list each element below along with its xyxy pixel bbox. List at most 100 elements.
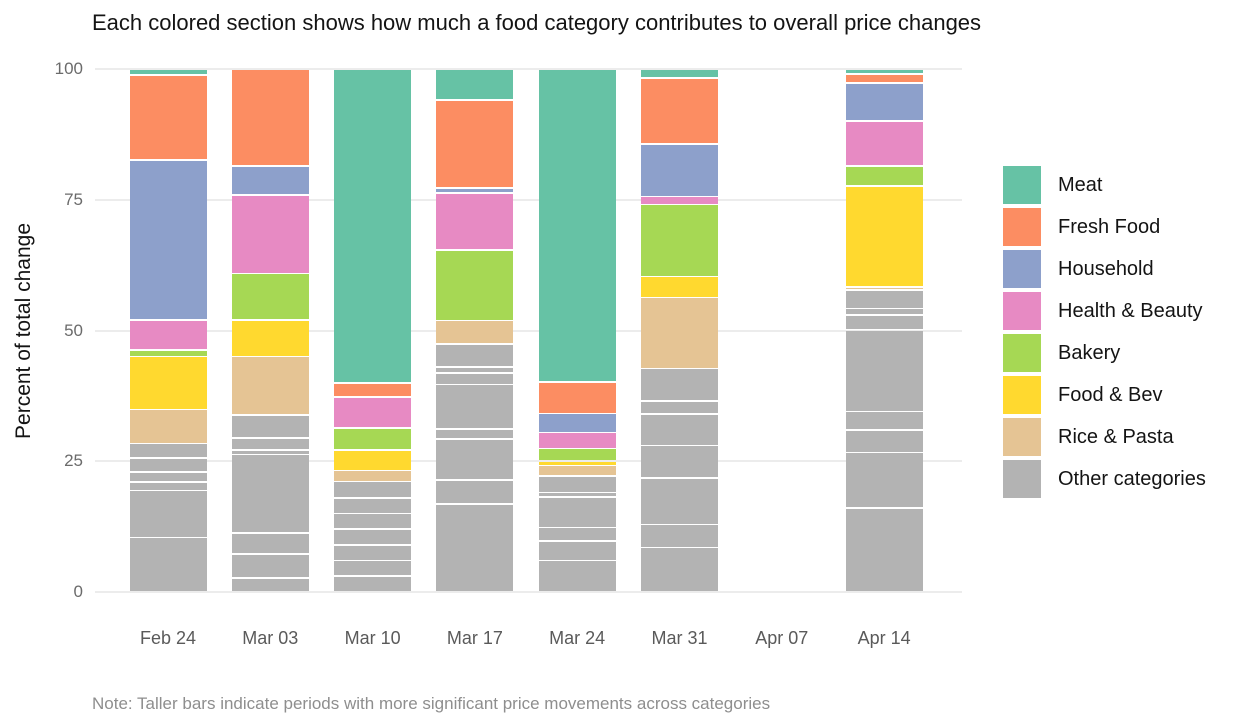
bar-segment-rice-pasta <box>641 298 718 368</box>
y-tick-label: 0 <box>73 582 83 601</box>
bar-segment-fresh-food <box>436 100 514 187</box>
bar-segment-health-beauty <box>641 197 718 204</box>
bar-segment-rice-pasta <box>538 466 616 476</box>
bar-segment-other-categories <box>436 385 514 428</box>
bar-segment-other-categories <box>845 508 923 592</box>
bar-segment-other-categories <box>231 439 309 449</box>
legend-item-meat: Meat <box>1003 166 1206 204</box>
bar-segment-other-categories <box>845 291 923 308</box>
bar-segment-other-categories <box>538 542 616 560</box>
legend-swatch-other-categories <box>1003 460 1041 498</box>
legend-item-bakery: Bakery <box>1003 334 1206 372</box>
bar-segment-other-categories <box>641 548 718 592</box>
legend-label: Other categories <box>1058 467 1206 490</box>
bar-segment-bakery <box>231 274 309 320</box>
bar-segment-health-beauty <box>129 320 207 350</box>
bar-segment-food-bev <box>845 186 923 287</box>
legend-swatch-bakery <box>1003 334 1041 372</box>
legend-label: Health & Beauty <box>1058 299 1203 322</box>
legend-item-other-categories: Other categories <box>1003 460 1206 498</box>
bar-segment-bakery <box>129 350 207 356</box>
bar-segment-meat <box>641 69 718 78</box>
bar-segment-health-beauty <box>845 122 923 166</box>
bar-segment-bakery <box>334 428 412 449</box>
bar-segment-food-bev <box>231 320 309 356</box>
bar-segment-health-beauty <box>231 195 309 273</box>
bar-mar-10 <box>334 69 412 592</box>
bar-segment-household <box>845 83 923 121</box>
gridline-0 <box>95 591 962 593</box>
bar-segment-other-categories <box>231 455 309 533</box>
bar-apr-07 <box>743 69 820 592</box>
footnote: Note: Taller bars indicate periods with … <box>92 694 771 713</box>
bar-segment-other-categories <box>538 528 616 541</box>
bar-segment-other-categories <box>641 525 718 547</box>
bar-segment-food-bev <box>641 277 718 297</box>
y-tick-label: 75 <box>64 189 83 209</box>
bar-segment-fresh-food <box>231 69 309 165</box>
gridline-100 <box>95 68 962 70</box>
bar-segment-other-categories <box>334 530 412 545</box>
bar-segment-other-categories <box>334 498 412 513</box>
bar-segment-other-categories <box>641 369 718 401</box>
bar-segment-other-categories <box>334 577 412 592</box>
bar-segment-other-categories <box>845 309 923 314</box>
bar-segment-other-categories <box>334 545 412 560</box>
bar-segment-household <box>641 144 718 196</box>
gridline-25 <box>95 460 962 463</box>
legend-label: Household <box>1058 257 1154 280</box>
bar-segment-rice-pasta <box>845 287 923 290</box>
legend-item-household: Household <box>1003 250 1206 288</box>
bar-segment-household <box>436 188 514 193</box>
legend-label: Bakery <box>1058 341 1121 364</box>
legend-swatch-fresh-food <box>1003 208 1041 246</box>
bar-segment-other-categories <box>334 561 412 576</box>
bar-segment-other-categories <box>436 504 514 592</box>
bar-segment-food-bev <box>129 357 207 409</box>
legend-swatch-rice-pasta <box>1003 418 1041 456</box>
x-tick-label: Apr 07 <box>755 628 809 648</box>
bar-segment-other-categories <box>641 414 718 445</box>
x-tick-label: Mar 24 <box>549 628 606 648</box>
bar-segment-fresh-food <box>845 75 923 83</box>
bar-segment-household <box>231 166 309 195</box>
legend-swatch-household <box>1003 250 1041 288</box>
legend-swatch-health-beauty <box>1003 292 1041 330</box>
bar-segment-other-categories <box>334 514 412 529</box>
bar-segment-other-categories <box>538 493 616 496</box>
bar-segment-other-categories <box>129 482 207 490</box>
bar-segment-other-categories <box>845 315 923 330</box>
bar-segment-other-categories <box>641 478 718 524</box>
bar-segment-other-categories <box>641 401 718 414</box>
bar-segment-other-categories <box>231 416 309 438</box>
x-tick-label: Apr 14 <box>857 628 911 648</box>
bar-segment-health-beauty <box>334 397 412 427</box>
legend-label: Fresh Food <box>1058 215 1161 238</box>
bar-segment-other-categories <box>231 578 309 592</box>
bar-segment-other-categories <box>436 344 514 367</box>
bar-segment-bakery <box>538 449 616 461</box>
legend-swatch-food-bev <box>1003 376 1041 414</box>
bar-segment-bakery <box>436 250 514 320</box>
x-tick-label: Mar 10 <box>344 628 401 648</box>
bar-segment-other-categories <box>436 480 514 504</box>
bar-segment-other-categories <box>231 554 309 578</box>
bar-segment-other-categories <box>538 561 616 592</box>
bar-apr-14 <box>845 69 923 592</box>
bar-segment-health-beauty <box>436 193 514 250</box>
bar-segment-other-categories <box>845 412 923 430</box>
bar-segment-other-categories <box>845 330 923 411</box>
bar-segment-meat <box>129 69 207 74</box>
bar-segment-household <box>538 414 616 432</box>
bar-segment-other-categories <box>436 367 514 373</box>
bar-segment-other-categories <box>845 430 923 452</box>
bar-mar-17 <box>436 69 514 592</box>
legend-item-fresh-food: Fresh Food <box>1003 208 1206 246</box>
bar-segment-fresh-food <box>334 383 412 397</box>
bar-segment-meat <box>436 69 514 100</box>
legend-label: Food & Bev <box>1058 383 1163 406</box>
bar-segment-other-categories <box>231 533 309 553</box>
bar-segment-meat <box>845 69 923 74</box>
bar-segment-fresh-food <box>538 382 616 413</box>
